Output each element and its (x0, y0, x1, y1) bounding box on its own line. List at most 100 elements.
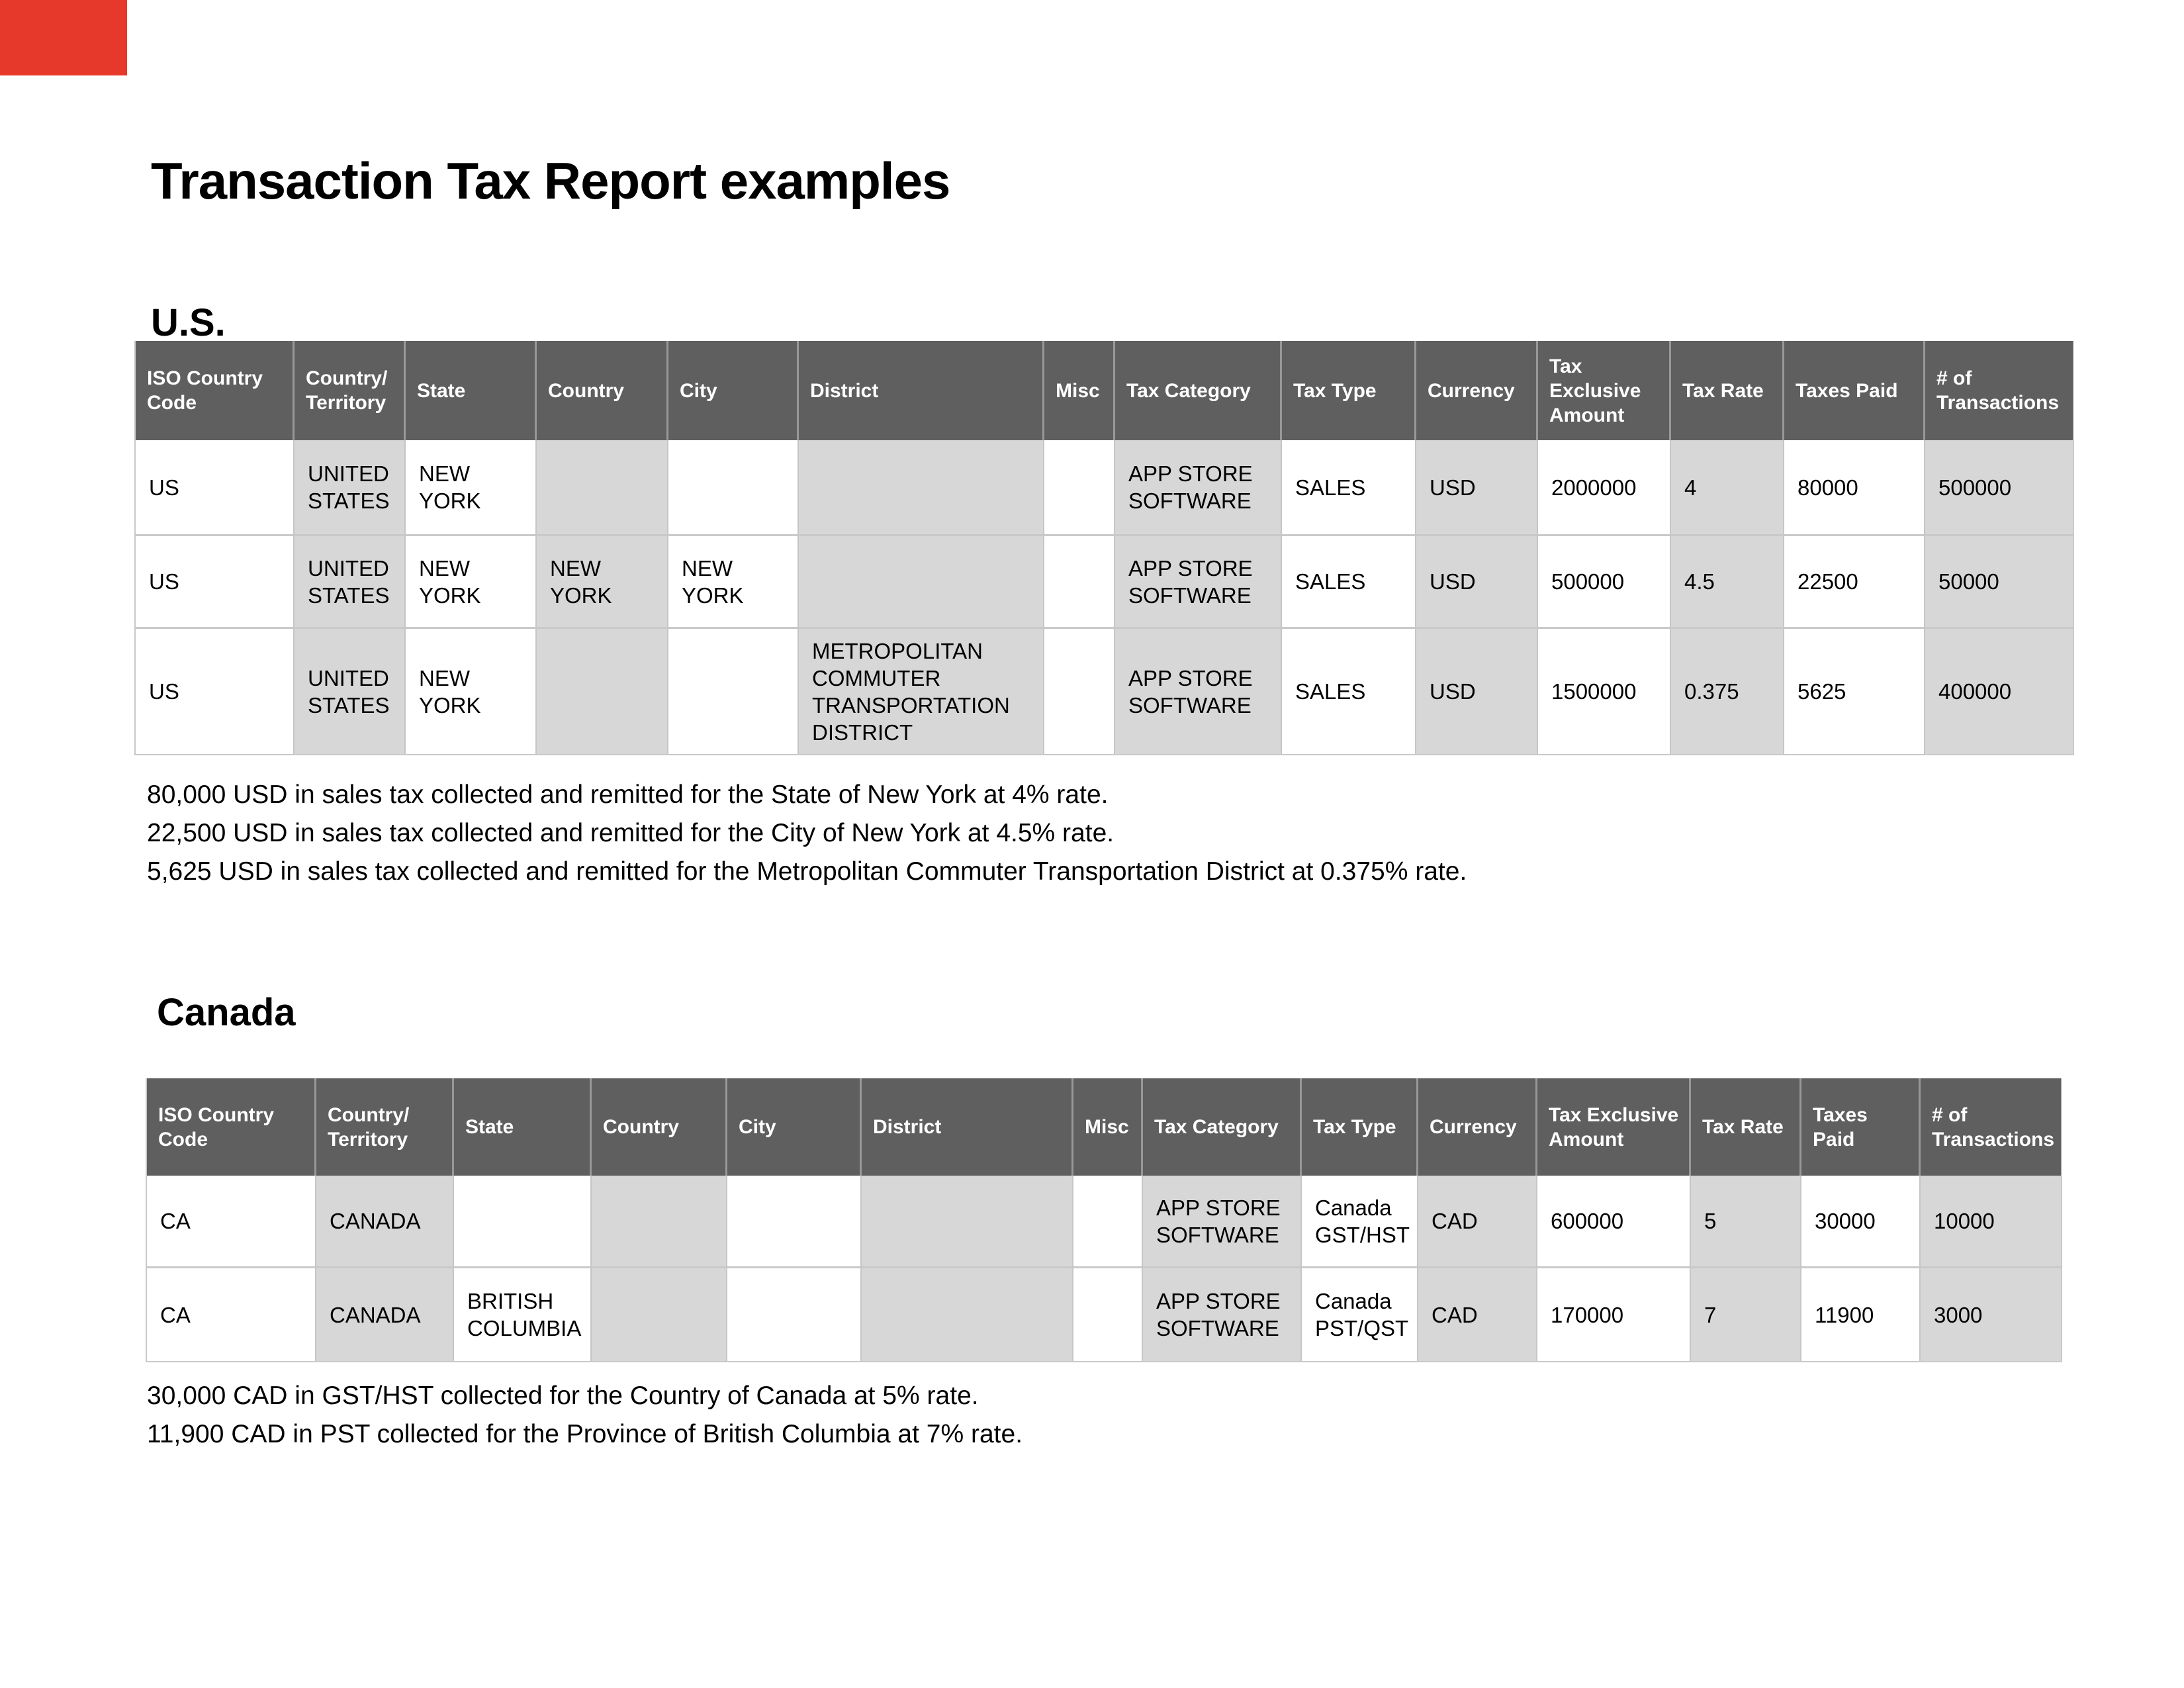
column-header-state: State (454, 1078, 592, 1176)
table-cell (1044, 440, 1115, 536)
note-line: 80,000 USD in sales tax collected and re… (147, 780, 1109, 809)
table-cell: 500000 (1925, 440, 2073, 536)
us-notes: 80,000 USD in sales tax collected and re… (147, 776, 1467, 891)
note-line: 22,500 USD in sales tax collected and re… (147, 819, 1115, 847)
table-cell: APP STORE SOFTWARE (1143, 1268, 1302, 1361)
table-cell: NEW YORK (406, 629, 537, 754)
table-cell: SALES (1282, 440, 1416, 536)
table-cell: 50000 (1925, 536, 2073, 629)
table-cell (862, 1176, 1073, 1268)
table-cell: SALES (1282, 629, 1416, 754)
column-header-district: District (799, 341, 1044, 440)
table-cell: 30000 (1801, 1176, 1921, 1268)
column-header-tax-category: Tax Category (1115, 341, 1282, 440)
table-row: US UNITED STATES NEW YORK APP STORE SOFT… (136, 440, 2073, 536)
table-header-row: ISO Country Code Country/ Territory Stat… (147, 1078, 2061, 1176)
section-heading-canada: Canada (157, 991, 296, 1034)
table-cell (454, 1176, 592, 1268)
table-cell: NEW YORK (668, 536, 799, 629)
table-cell: NEW YORK (537, 536, 668, 629)
column-header-city: City (668, 341, 799, 440)
table-cell: APP STORE SOFTWARE (1115, 440, 1282, 536)
table-cell: BRITISH COLUMBIA (454, 1268, 592, 1361)
table-cell: 1500000 (1538, 629, 1671, 754)
column-header-taxes-paid: Taxes Paid (1801, 1078, 1921, 1176)
table-cell (862, 1268, 1073, 1361)
column-header-country: Country (537, 341, 668, 440)
table-cell: CAD (1418, 1176, 1537, 1268)
column-header-district: District (862, 1078, 1073, 1176)
table-cell: APP STORE SOFTWARE (1115, 629, 1282, 754)
table-cell: 600000 (1537, 1176, 1691, 1268)
table-cell: 2000000 (1538, 440, 1671, 536)
table-cell (537, 629, 668, 754)
column-header-misc: Misc (1073, 1078, 1143, 1176)
table-cell (592, 1268, 727, 1361)
table-cell: Canada PST/QST (1302, 1268, 1418, 1361)
table-cell: US (136, 629, 295, 754)
column-header-city: City (727, 1078, 862, 1176)
table-cell: 7 (1691, 1268, 1801, 1361)
canada-notes: 30,000 CAD in GST/HST collected for the … (147, 1377, 1023, 1454)
us-tax-table: ISO Country Code Country/ Territory Stat… (134, 341, 2074, 755)
table-cell: NEW YORK (406, 536, 537, 629)
column-header-iso-country-code: ISO Country Code (147, 1078, 316, 1176)
column-header-tax-exclusive-amount: Tax Exclusive Amount (1537, 1078, 1691, 1176)
column-header-tax-rate: Tax Rate (1671, 341, 1784, 440)
table-cell: USD (1416, 629, 1538, 754)
table-row: CA CANADA BRITISH COLUMBIA APP STORE SOF… (147, 1268, 2061, 1361)
column-header-tax-type: Tax Type (1302, 1078, 1418, 1176)
table-cell: USD (1416, 440, 1538, 536)
note-line: 11,900 CAD in PST collected for the Prov… (147, 1420, 1023, 1448)
table-cell: 10000 (1921, 1176, 2061, 1268)
table-cell (1044, 536, 1115, 629)
column-header-tax-category: Tax Category (1143, 1078, 1302, 1176)
table-cell (799, 440, 1044, 536)
table-cell: US (136, 440, 295, 536)
table-cell (799, 536, 1044, 629)
note-line: 5,625 USD in sales tax collected and rem… (147, 857, 1467, 886)
column-header-country: Country (592, 1078, 727, 1176)
table-cell: 500000 (1538, 536, 1671, 629)
column-header-misc: Misc (1044, 341, 1115, 440)
column-header-country-territory: Country/ Territory (316, 1078, 454, 1176)
table-cell (727, 1268, 862, 1361)
table-cell (668, 629, 799, 754)
table-cell: APP STORE SOFTWARE (1115, 536, 1282, 629)
table-cell: 3000 (1921, 1268, 2061, 1361)
column-header-num-transactions: # of Transactions (1925, 341, 2073, 440)
table-cell: 4 (1671, 440, 1784, 536)
table-cell: APP STORE SOFTWARE (1143, 1176, 1302, 1268)
note-line: 30,000 CAD in GST/HST collected for the … (147, 1382, 979, 1410)
table-cell: 80000 (1784, 440, 1925, 536)
column-header-num-transactions: # of Transactions (1921, 1078, 2061, 1176)
column-header-currency: Currency (1416, 341, 1538, 440)
table-cell: SALES (1282, 536, 1416, 629)
column-header-tax-exclusive-amount: Tax Exclusive Amount (1538, 341, 1671, 440)
column-header-tax-rate: Tax Rate (1691, 1078, 1801, 1176)
table-cell: 4.5 (1671, 536, 1784, 629)
table-cell: 0.375 (1671, 629, 1784, 754)
table-cell: USD (1416, 536, 1538, 629)
column-header-state: State (406, 341, 537, 440)
table-cell (1044, 629, 1115, 754)
table-cell: CANADA (316, 1176, 454, 1268)
table-cell: UNITED STATES (295, 440, 406, 536)
table-cell: NEW YORK (406, 440, 537, 536)
table-cell: CAD (1418, 1268, 1537, 1361)
table-cell (1073, 1176, 1143, 1268)
table-cell (1073, 1268, 1143, 1361)
table-cell: 400000 (1925, 629, 2073, 754)
table-cell: CANADA (316, 1268, 454, 1361)
table-cell: UNITED STATES (295, 536, 406, 629)
table-cell (537, 440, 668, 536)
table-cell: 11900 (1801, 1268, 1921, 1361)
table-cell: METROPOLITAN COMMUTER TRANSPORTATION DIS… (799, 629, 1044, 754)
table-cell (668, 440, 799, 536)
column-header-tax-type: Tax Type (1282, 341, 1416, 440)
table-cell (592, 1176, 727, 1268)
column-header-taxes-paid: Taxes Paid (1784, 341, 1925, 440)
table-cell: UNITED STATES (295, 629, 406, 754)
table-cell: 170000 (1537, 1268, 1691, 1361)
